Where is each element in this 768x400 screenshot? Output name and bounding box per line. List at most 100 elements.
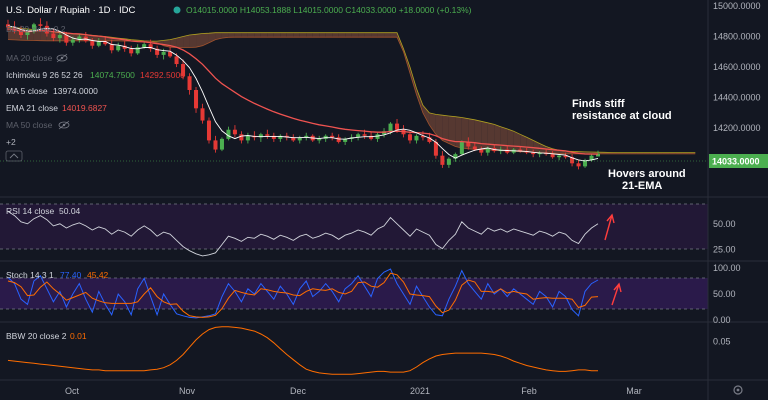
cloud-segment [312,32,320,38]
cloud-segment [33,29,41,41]
candle-body [395,123,400,130]
candle-body [479,149,484,153]
cloud-segment [384,32,391,38]
ma50-legend[interactable]: MA 50 close [6,120,53,130]
collapse-legend-button[interactable] [5,150,23,162]
candle-body [18,30,23,36]
bb-legend[interactable]: BB 20 close 0 2 [6,24,66,34]
cloud-segment [299,32,307,38]
candle-body [44,25,49,34]
ma5-value: 13974.0000 [53,86,98,96]
eye-icon[interactable] [58,120,70,130]
candle-body [330,135,335,138]
stoch-d-path [7,272,599,318]
symbol-title[interactable]: U.S. Dollar / Rupiah · 1D · IDC [6,5,135,16]
bbw-value: 0.01 [70,331,87,341]
candle-body [537,152,542,155]
ichimoku-legend[interactable]: Ichimoku 9 26 52 26 [6,70,83,80]
candle-body [433,141,438,156]
candle-body [5,24,11,28]
candle-body [103,41,108,45]
candle-body [122,45,127,49]
price-label-box [709,154,768,168]
ema21-value: 14019.6827 [62,103,107,113]
candle-body [453,154,458,159]
cloud-segment [215,32,222,40]
candle-body [12,27,17,31]
candle-body [317,138,322,141]
ma20-legend[interactable]: MA 20 close [6,53,53,63]
cloud-segment [507,128,514,152]
candle-body [174,56,179,65]
time-tick-label: Nov [179,386,196,396]
candle-body [168,51,173,57]
ichimoku-value-2: 14292.5000 [140,70,185,80]
stoch-legend[interactable]: Stoch 14 3 1 [6,270,54,280]
cloud-segment [202,33,209,46]
cloud-segment [526,137,534,153]
cloud-segment [306,32,313,38]
stoch-d-value: 45.42 [87,270,109,280]
cloud-segment [513,131,521,152]
ema21-legend[interactable]: EMA 21 close [6,103,58,113]
bbw-path [7,326,598,375]
ohlc-readout: O14015.0000 H14053.1888 L14015.0000 C140… [186,5,472,15]
candle-body [219,138,224,150]
cloud-segment [332,32,339,38]
cloud-segment [442,115,449,144]
eye-icon[interactable] [56,53,68,63]
cloud-segment [429,112,436,135]
price-tick-label: 14400.0000 [713,93,761,103]
stoch-k-value: 77.40 [60,270,82,280]
candle-body [271,135,276,139]
time-tick-label: Oct [65,386,80,396]
cloud-segment [390,32,398,38]
cloud-span-a [7,27,696,153]
price-tick-label: 14200.0000 [713,123,761,133]
cloud-segment [474,119,482,150]
candle-body [206,120,211,141]
cloud-segment [247,32,255,38]
candle-body [336,137,341,142]
cloud-segment [254,32,261,38]
candle-body [155,48,160,55]
rsi-value: 50.04 [59,206,81,216]
cloud-segment [92,35,99,41]
gear-icon[interactable] [733,385,743,395]
cloud-segment [228,32,235,38]
ema-note-line-1: Hovers around [608,168,686,180]
price-label: 14033.0000 [712,157,760,167]
stoch-tick-label: 50.00 [713,289,736,299]
candle-body [583,160,588,167]
candle-body [557,155,562,158]
more-indicators[interactable]: +2 [6,137,16,147]
cloud-segment [273,32,281,38]
cloud-segment [267,32,274,38]
ema21-path [7,28,598,155]
ma5-legend[interactable]: MA 5 close [6,86,48,96]
cloud-segment [422,105,430,126]
rsi-legend[interactable]: RSI 14 close [6,206,54,216]
candle-body [77,36,82,40]
candle-body [38,24,43,26]
candle-body [466,141,471,147]
bbw-legend[interactable]: BBW 20 close 2 [6,331,67,341]
cloud-segment [293,32,300,38]
candle-body [420,135,425,138]
candle-body [213,140,218,150]
cloud-segment [364,32,372,38]
candle-body [51,33,56,39]
candle-body [142,44,147,48]
ichimoku-value-1: 14074.7500 [90,70,135,80]
candle-body [369,135,374,139]
price-tick-label: 14800.0000 [713,32,761,42]
stoch-tick-label: 0.00 [713,315,731,325]
cloud-segment [358,32,365,38]
candle-body [239,134,244,141]
candle-body [570,157,575,164]
cloud-segment [170,38,177,48]
time-tick-label: 2021 [410,386,430,396]
candle-body [427,137,432,142]
